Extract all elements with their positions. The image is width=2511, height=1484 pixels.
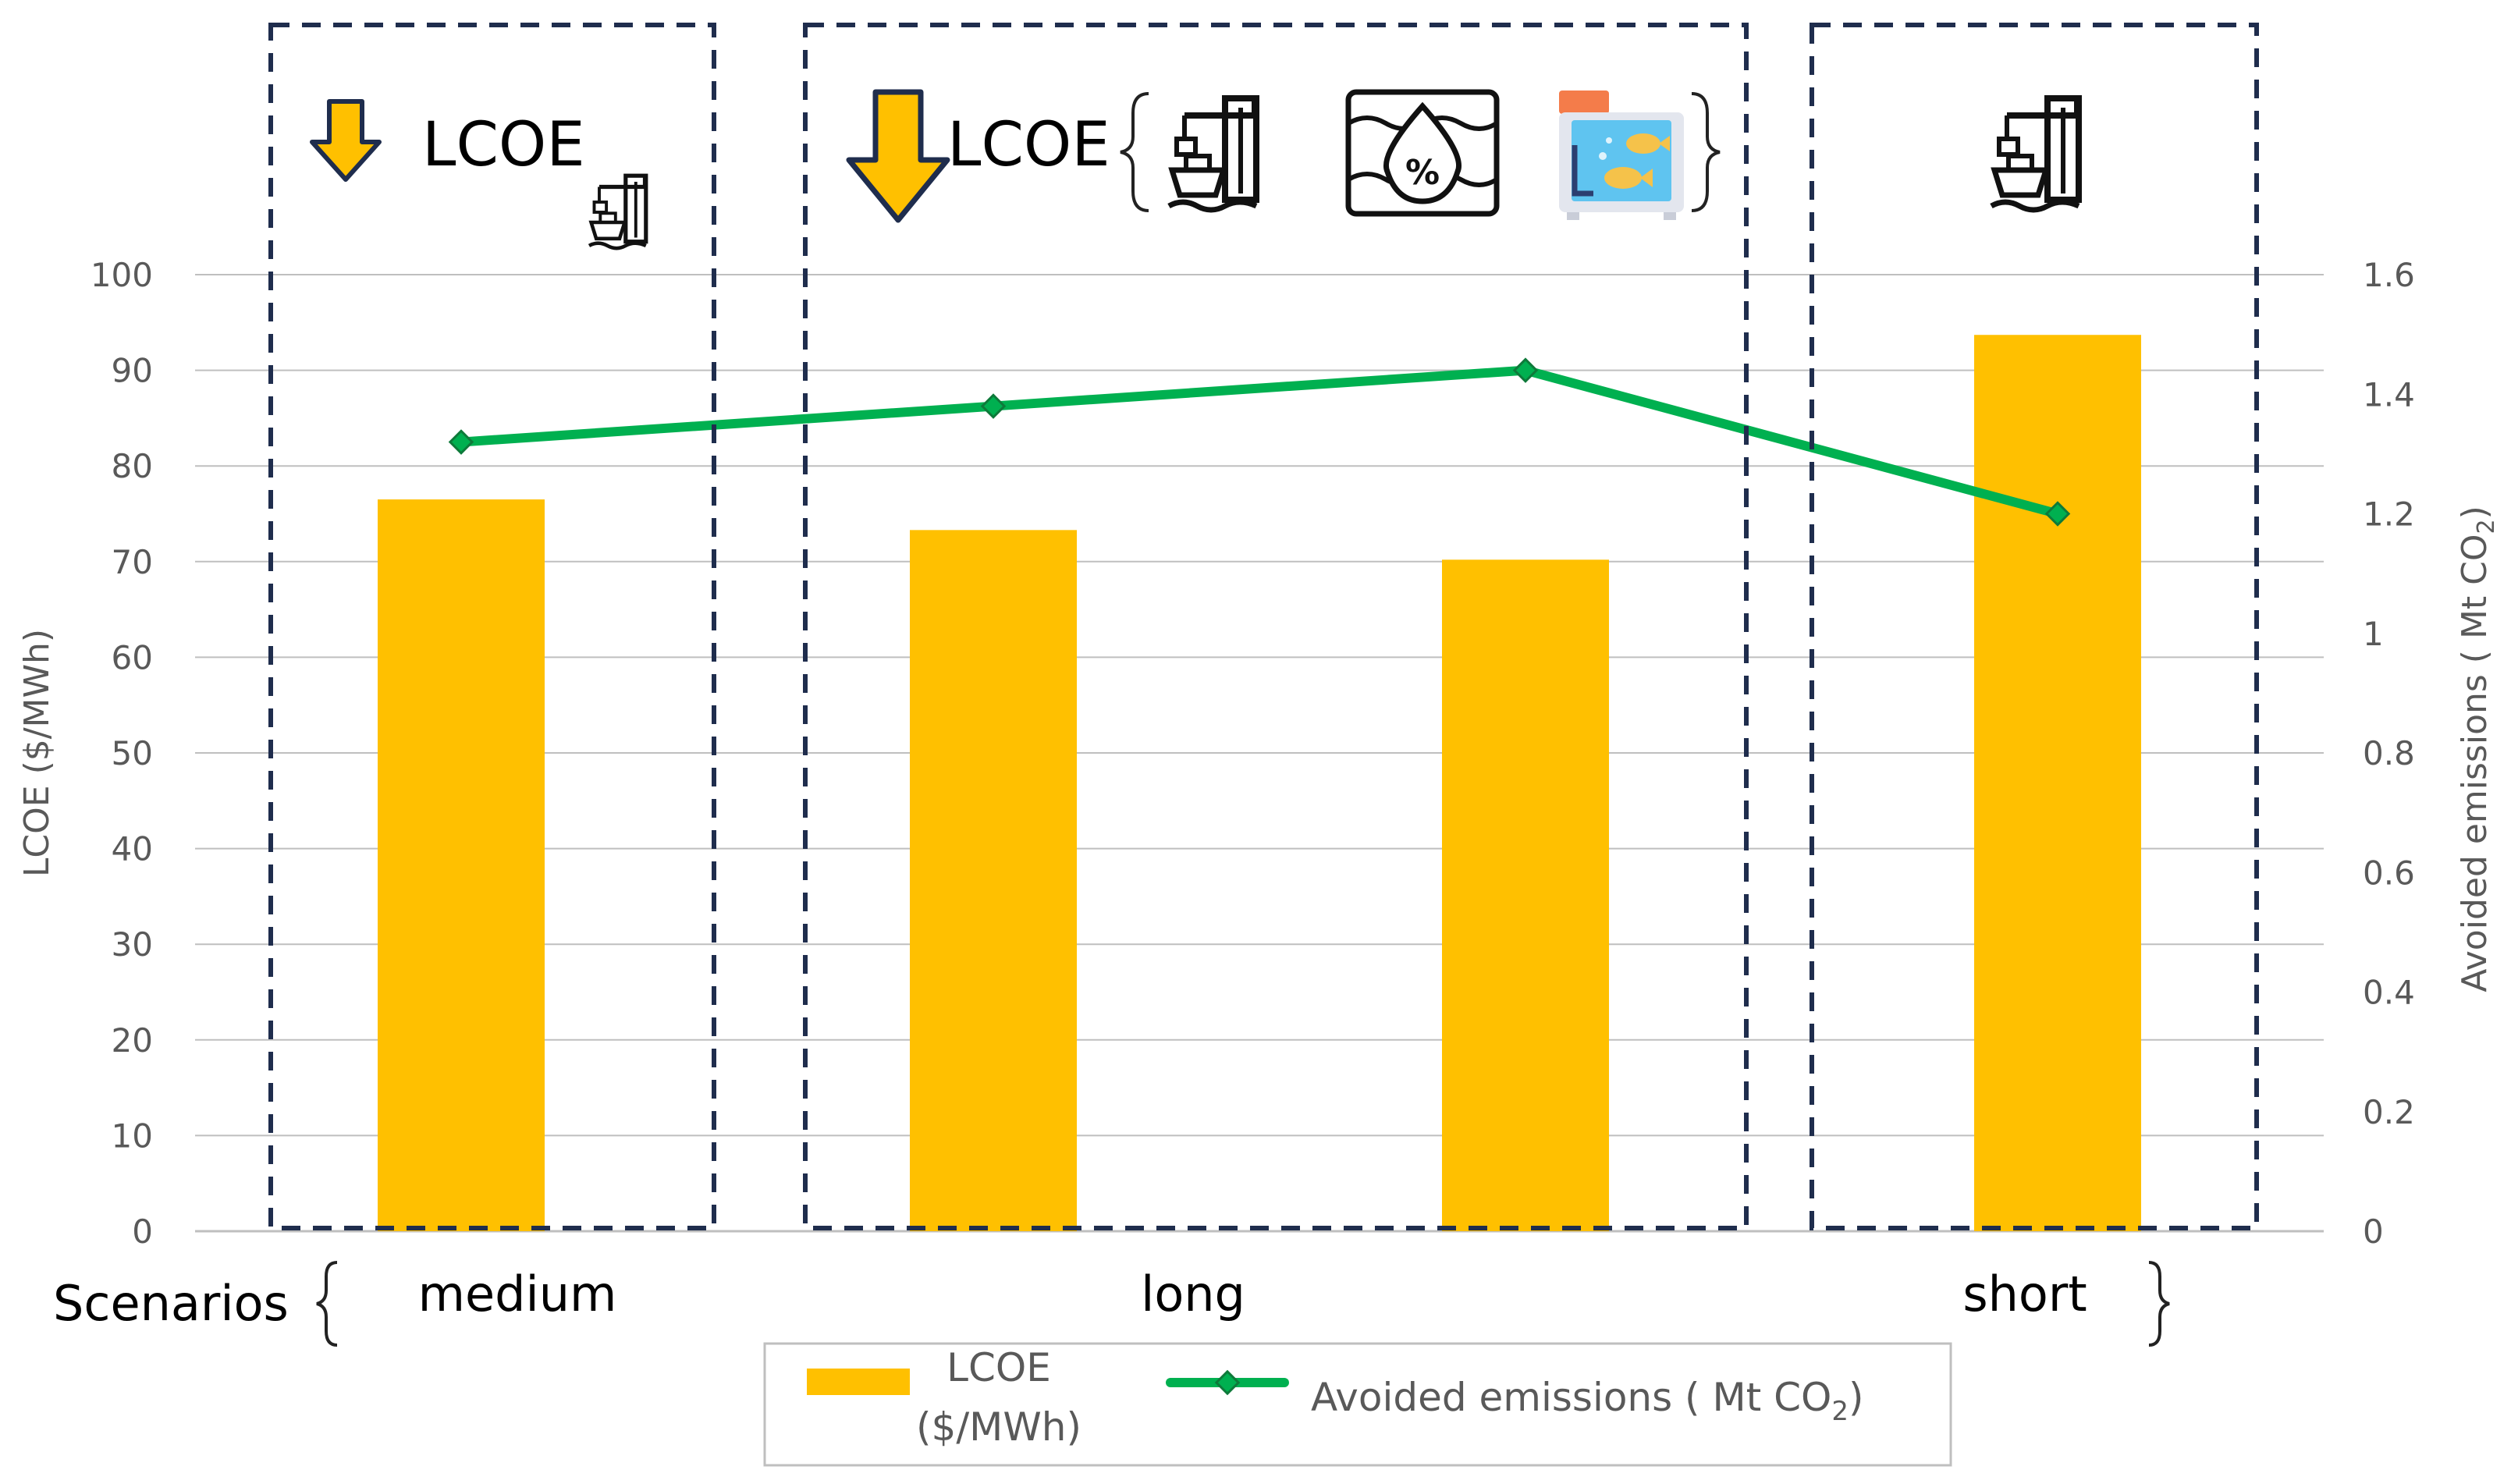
- left-axis-tick-label: 0: [132, 1212, 153, 1251]
- left-axis-tick-label: 80: [112, 447, 153, 485]
- left-axis-tick-label: 10: [112, 1117, 153, 1155]
- emissions-point: [980, 393, 1007, 419]
- scenarios-right-brace: [2148, 1261, 2170, 1347]
- right-axis-title-sub: 2: [2473, 519, 2500, 534]
- right-axis-tick-label: 1.4: [2363, 375, 2415, 414]
- lcoe-bars: [378, 335, 2141, 1231]
- right-axis-tick-label: 1.2: [2363, 495, 2415, 534]
- right-brace-icon: [1691, 92, 1721, 212]
- port-crane-ship-icon: [1167, 95, 1259, 213]
- svg-text:%: %: [1405, 153, 1440, 193]
- port-crane-ship-icon: [1990, 95, 2082, 213]
- left-axis-tick-label: 50: [112, 734, 153, 772]
- right-axis-tick-label: 1.6: [2363, 256, 2415, 294]
- right-axis-tick-label: 0.2: [2363, 1093, 2415, 1131]
- water-percent-icon: %: [1345, 89, 1500, 217]
- lcoe-bar: [1974, 335, 2141, 1231]
- gridlines: [195, 274, 2324, 1233]
- left-axis-title: LCOE ($/MWh): [17, 629, 57, 877]
- left-axis-tick-label: 40: [112, 830, 153, 868]
- left-axis-tick-label: 100: [91, 256, 153, 294]
- right-axis-title-end: ): [2455, 506, 2495, 519]
- down-arrow-icon: [846, 89, 950, 223]
- scenario-label-short: short: [1962, 1266, 2087, 1322]
- right-axis-tick-label: 0.8: [2363, 734, 2415, 772]
- scenarios-left-brace: [316, 1261, 338, 1347]
- scenario-label-long: long: [1141, 1266, 1245, 1322]
- legend-swatch-lcoe: [807, 1369, 910, 1395]
- legend-label-emissions-end: ): [1849, 1375, 1864, 1420]
- left-axis-ticks: 0 10 20 30 40 50 60 70 80 90 100: [91, 256, 153, 1251]
- right-axis-tick-label: 0.4: [2363, 974, 2415, 1012]
- left-axis-tick-label: 30: [112, 925, 153, 964]
- legend-label-lcoe-line2: ($/MWh): [916, 1404, 1081, 1450]
- legend-label-emissions-main: Avoided emissions ( Mt CO: [1311, 1375, 1831, 1420]
- medium-banner-label: LCOE: [422, 110, 585, 180]
- down-arrow-icon: [310, 99, 382, 182]
- right-axis-title-main: Avoided emissions ( Mt CO: [2455, 534, 2495, 992]
- left-brace-icon: [1120, 92, 1149, 212]
- aquarium-fish-icon: [1559, 91, 1684, 220]
- long-banner-label: LCOE: [947, 110, 1110, 180]
- scenarios-label: Scenarios: [53, 1275, 289, 1332]
- emissions-line: [456, 365, 2062, 519]
- legend-label-emissions: Avoided emissions ( Mt CO2): [1311, 1375, 1864, 1427]
- long-banner: LCOE %: [846, 89, 1721, 223]
- legend-label-lcoe-line1: LCOE: [947, 1345, 1051, 1390]
- scenario-box-long: [803, 23, 1749, 1230]
- right-axis-tick-label: 0.6: [2363, 854, 2415, 892]
- scenario-label-medium: medium: [418, 1266, 617, 1322]
- left-axis-tick-label: 70: [112, 543, 153, 581]
- lcoe-bar: [378, 499, 545, 1231]
- left-axis-tick-label: 60: [112, 638, 153, 676]
- right-axis-tick-label: 0: [2363, 1212, 2384, 1251]
- legend-marker-emissions: [1214, 1369, 1241, 1396]
- right-axis-tick-label: 1: [2363, 615, 2384, 653]
- left-axis-tick-label: 20: [112, 1021, 153, 1060]
- legend: LCOE ($/MWh) Avoided emissions ( Mt CO2): [763, 1342, 1952, 1467]
- emissions-line-series: [448, 357, 2071, 527]
- emissions-point: [2044, 501, 2071, 527]
- left-axis-tick-label: 90: [112, 352, 153, 390]
- lcoe-bar: [910, 530, 1077, 1231]
- emissions-point: [448, 429, 474, 455]
- scenario-box-short: [1810, 23, 2259, 1230]
- emissions-point: [1512, 357, 1539, 383]
- short-banner: [1990, 95, 2082, 213]
- lcoe-bar: [1442, 559, 1609, 1231]
- legend-label-emissions-sub: 2: [1831, 1396, 1849, 1427]
- port-crane-ship-icon: [588, 173, 648, 250]
- medium-banner: LCOE: [310, 99, 648, 250]
- scenario-box-medium: [268, 23, 716, 1230]
- right-axis-title: Avoided emissions ( Mt CO2): [2455, 506, 2500, 992]
- legend-frame: [763, 1342, 1952, 1467]
- right-axis-ticks: 0 0.2 0.4 0.6 0.8 1 1.2 1.4 1.6: [2363, 256, 2415, 1251]
